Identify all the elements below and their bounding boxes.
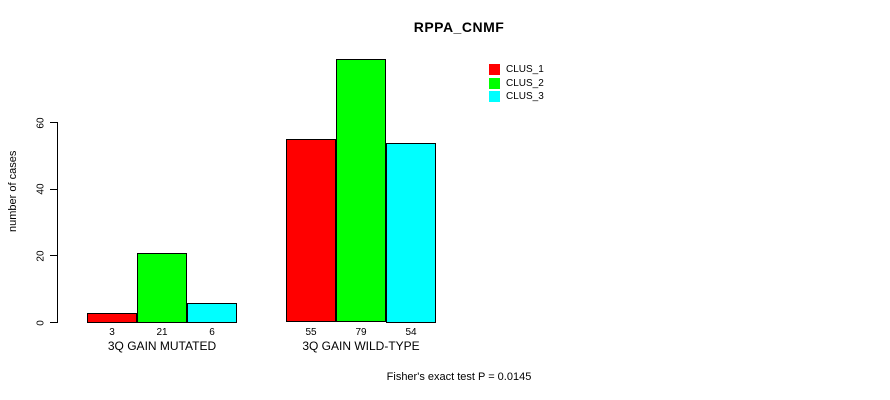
legend-swatch-icon (489, 64, 500, 76)
legend-label: CLUS_2 (506, 77, 544, 89)
chart-title: RPPA_CNMF (413, 19, 505, 35)
bar-clus_2-1 (137, 252, 187, 323)
annotation-text: Fisher's exact test P = 0.0145 (386, 371, 532, 383)
legend-swatch-icon (489, 91, 500, 103)
y-tick-label: 40 (35, 183, 47, 195)
bar-value-label: 3 (109, 327, 115, 338)
bar-clus_3-1 (187, 302, 237, 323)
legend-item-clus_3: CLUS_3 (489, 90, 544, 104)
bar-clus_3-2 (386, 142, 436, 323)
y-tick-label: 20 (35, 250, 47, 262)
bar-value-label: 54 (405, 327, 417, 338)
y-tick-mark (50, 122, 58, 123)
legend-label: CLUS_3 (506, 91, 544, 103)
bar-value-label: 55 (305, 327, 317, 338)
y-axis-label: number of cases (7, 150, 19, 232)
bar-clus_2-2 (336, 59, 386, 323)
bar-value-label: 6 (209, 327, 215, 338)
legend-item-clus_2: CLUS_2 (489, 77, 544, 91)
bar-value-label: 79 (355, 327, 367, 338)
bar-clus_1-1 (87, 312, 137, 323)
y-tick-label: 0 (35, 319, 47, 326)
category-label: 3Q GAIN MUTATED (107, 339, 217, 353)
legend: CLUS_1 CLUS_2 CLUS_3 (489, 63, 544, 104)
legend-label: CLUS_1 (506, 64, 544, 76)
bar-clus_1-2 (286, 139, 336, 323)
category-label: 3Q GAIN WILD-TYPE (302, 339, 420, 353)
legend-item-clus_1: CLUS_1 (489, 63, 544, 77)
y-tick-mark (50, 188, 58, 190)
y-tick-mark (50, 255, 58, 257)
legend-swatch-icon (489, 77, 500, 89)
y-tick-label: 60 (35, 116, 47, 129)
bar-value-label: 21 (156, 327, 168, 338)
y-axis-line (57, 122, 58, 323)
y-tick-mark (50, 322, 58, 323)
